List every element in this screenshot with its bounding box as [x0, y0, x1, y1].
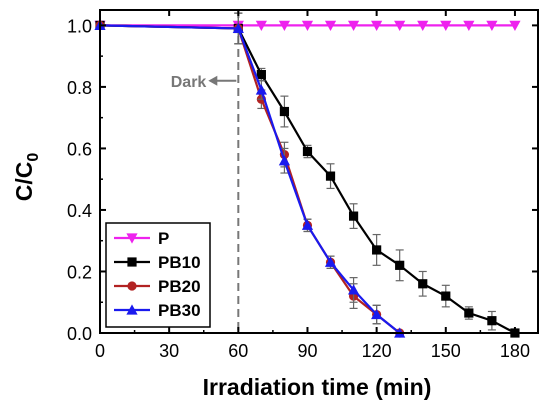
data-point-pb30 — [255, 84, 267, 95]
data-point-p — [301, 20, 314, 31]
data-point-pb30 — [301, 219, 314, 230]
data-point-p — [463, 20, 475, 31]
x-axis-title: Irradiation time (min) — [203, 374, 432, 400]
series-pb30 — [94, 12, 406, 338]
series-p — [94, 20, 521, 31]
axes-layer: 0 30 60 90 120 150 180 0.0 0.2 0.4 0.6 0.8 1.0 — [67, 9, 539, 361]
x-tick-label: 90 — [297, 341, 317, 361]
data-point-pb10 — [464, 308, 474, 318]
data-point-p — [394, 20, 406, 31]
x-tick-label: 120 — [362, 341, 392, 361]
y-tick-label: 0.6 — [67, 139, 92, 159]
y-axis-title-group: C/C0 — [11, 153, 42, 202]
x-tick-label: 0 — [95, 341, 105, 361]
data-point-p — [278, 20, 291, 31]
data-point-pb10 — [256, 70, 266, 80]
y-axis-title-subscript: 0 — [25, 153, 42, 162]
data-point-pb10 — [418, 279, 428, 289]
data-point-pb10 — [441, 291, 451, 301]
data-point-pb30 — [324, 256, 337, 267]
dark-arrow-head — [208, 75, 218, 86]
y-tick-label: 0.2 — [67, 262, 92, 282]
legend-item-pb20: PB20 — [114, 277, 201, 296]
data-point-p — [324, 20, 337, 31]
x-tick-label: 30 — [159, 341, 179, 361]
data-point-pb30 — [278, 155, 291, 166]
data-point-p — [440, 20, 452, 31]
x-tick-label: 60 — [228, 341, 248, 361]
data-point-pb10 — [325, 171, 336, 181]
data-point-p — [509, 20, 521, 31]
data-point-p — [371, 20, 383, 31]
legend-item-pb30: PB30 — [114, 301, 201, 320]
legend-item-pb10: PB10 — [114, 253, 201, 272]
data-point-pb10 — [302, 146, 313, 157]
legend: P PB10 PB20 PB30 — [105, 222, 211, 328]
y-tick-label: 0.8 — [67, 78, 92, 98]
y-tick-label: 0.0 — [67, 324, 92, 344]
x-tick-label: 180 — [500, 341, 530, 361]
legend-marker-p — [126, 233, 138, 244]
legend-label: P — [158, 229, 169, 248]
x-tick-label: 150 — [431, 341, 461, 361]
legend-marker-pb20 — [127, 281, 137, 291]
data-point-pb10 — [348, 211, 359, 221]
legend-label: PB30 — [158, 301, 201, 320]
data-point-pb30 — [371, 308, 383, 320]
legend-marker-pb30 — [126, 304, 138, 315]
legend-marker-pb10 — [127, 257, 137, 267]
data-point-p — [417, 20, 429, 31]
data-point-pb10 — [395, 260, 405, 270]
dark-annotation-label: Dark — [171, 74, 207, 91]
y-axis-title-main: C/C — [11, 162, 37, 202]
data-point-pb10 — [487, 316, 497, 326]
legend-label: PB20 — [158, 277, 201, 296]
legend-item-p: P — [114, 229, 169, 248]
data-point-p — [347, 20, 360, 31]
data-point-p — [486, 20, 498, 31]
y-tick-label: 1.0 — [67, 16, 92, 36]
y-axis-title: C/C0 — [11, 153, 42, 202]
data-point-pb10 — [279, 106, 290, 117]
data-point-pb10 — [372, 245, 382, 255]
plot-data-layer: Dark — [94, 10, 521, 338]
plot-frame — [99, 9, 539, 334]
y-tick-label: 0.4 — [67, 201, 92, 221]
data-point-p — [255, 20, 267, 31]
legend-label: PB10 — [158, 253, 201, 272]
data-point-pb30 — [347, 284, 360, 295]
data-point-pb30 — [232, 22, 244, 34]
